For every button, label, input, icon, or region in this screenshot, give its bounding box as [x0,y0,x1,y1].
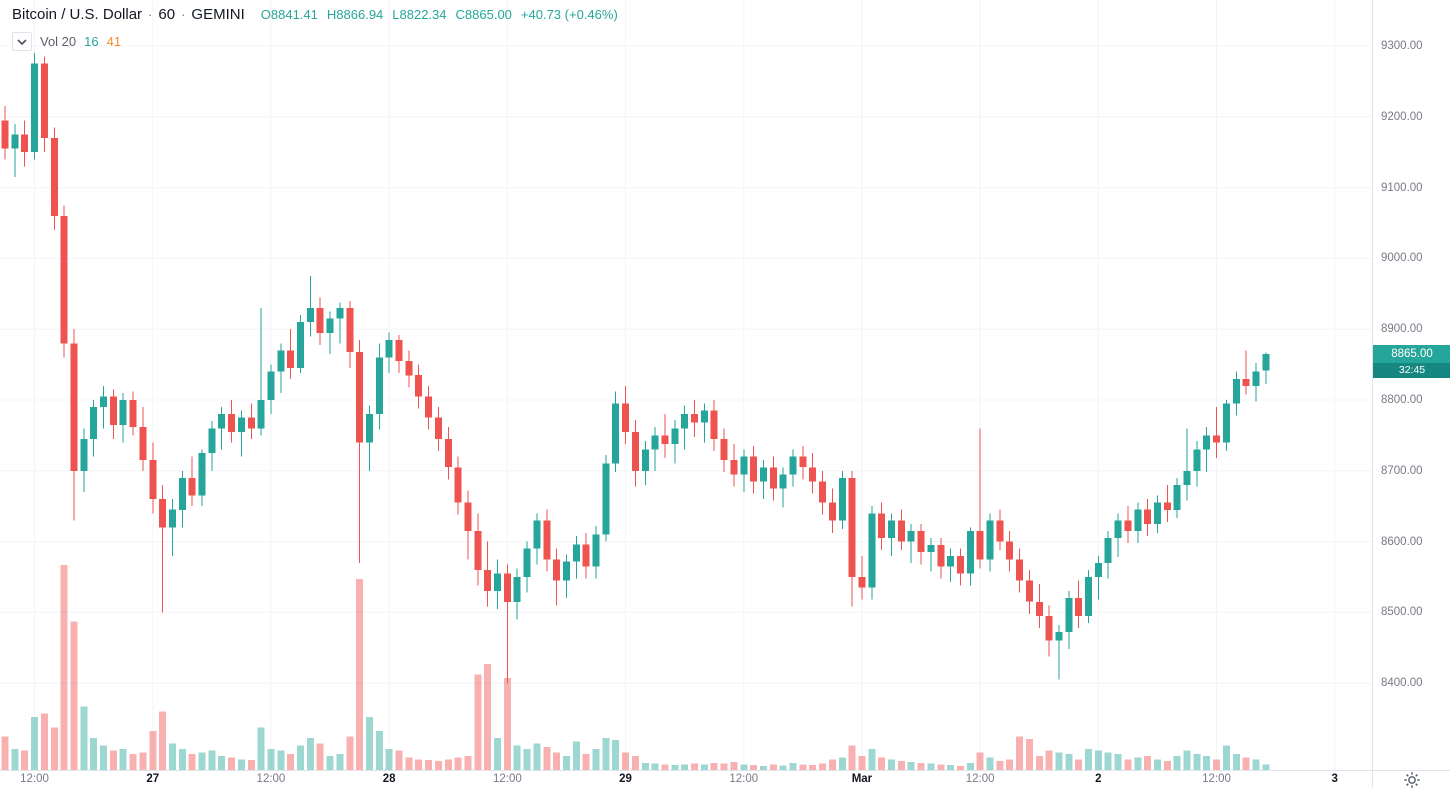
separator-dot: · [148,7,153,22]
separator-dot: · [181,7,186,22]
candlestick-plot[interactable] [0,0,1372,788]
time-axis-label: 12:00 [20,773,49,785]
time-axis-label: 12:00 [729,773,759,785]
exchange-label[interactable]: GEMINI [191,6,245,23]
axis-corner [1372,770,1450,788]
price-axis-label: 8700.00 [1381,464,1423,477]
chart-legend: Bitcoin / U.S. Dollar · 60 · GEMINI O884… [12,6,618,51]
high-value: H8866.94 [326,7,384,22]
time-axis-label: 2 [1095,773,1102,785]
grid-layer [0,0,1372,770]
change-value: +40.73 (+0.46%) [520,7,618,22]
volume-indicator-label[interactable]: Vol 20 [40,34,77,49]
price-axis-label: 8800.00 [1381,394,1423,406]
close-value: C8865.00 [455,7,512,22]
bar-countdown-badge: 32:45 [1373,363,1450,379]
symbol-title[interactable]: Bitcoin / U.S. Dollar [12,6,143,23]
price-axis-label: 9300.00 [1381,40,1423,52]
legend-collapse-button[interactable] [12,32,32,51]
time-axis-label: 27 [146,773,160,785]
candles-layer [1,53,1270,684]
symbol-row: Bitcoin / U.S. Dollar · 60 · GEMINI O884… [12,6,618,23]
time-axis-label: 3 [1331,773,1338,785]
price-axis-label: 9200.00 [1381,110,1423,123]
price-axis-label: 8500.00 [1381,606,1423,619]
interval-label[interactable]: 60 [158,6,176,23]
open-value: O8841.41 [260,7,318,22]
time-axis-label: 12:00 [256,773,286,785]
time-axis[interactable]: 12:00 27 12:00 28 12:00 29 12:00 Mar 12:00 2 12:00… [0,770,1372,788]
volume-bars [1,565,1270,770]
volume-ma-value: 41 [106,34,122,49]
time-axis-label: 12:00 [1202,773,1231,785]
settings-gear-icon[interactable] [1403,771,1421,788]
low-value: L8822.34 [392,7,447,22]
time-axis-label: 29 [619,773,632,785]
time-axis-label: 28 [382,773,396,785]
price-axis-label: 8900.00 [1381,323,1423,336]
time-axis-label: 12:00 [965,773,995,785]
chevron-down-icon [17,38,27,45]
price-axis-label: 8600.00 [1381,535,1423,548]
price-axis-label: 8400.00 [1381,677,1423,690]
ohlc-values: O8841.41 H8866.94 L8822.34 C8865.00 +40.… [261,7,618,22]
indicator-row: Vol 20 16 41 [12,32,618,51]
current-price-badge: 8865.00 [1373,344,1450,363]
volume-value: 16 [84,34,99,49]
price-axis-label: 9000.00 [1381,252,1423,265]
price-axis[interactable]: 8865.00 32:45 9300.00 9200.00 9100.00 9000.… [1372,0,1450,770]
price-axis-label: 9100.00 [1381,181,1423,194]
time-axis-label: 12:00 [492,773,522,785]
time-axis-label: Mar [851,773,873,785]
